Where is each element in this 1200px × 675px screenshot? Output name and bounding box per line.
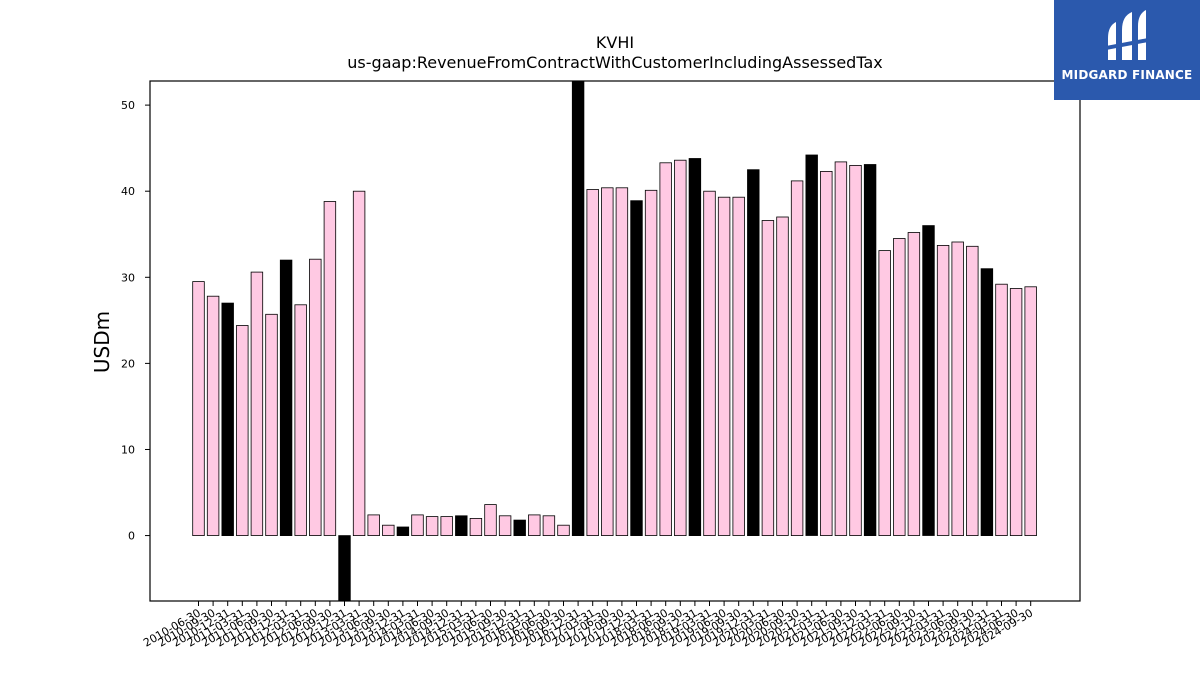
- bar-2016-12-31: [571, 80, 585, 537]
- bar-2020-09-30: [790, 180, 804, 537]
- y-tick-label: 40: [121, 185, 135, 198]
- bar-2010-06-30: [192, 281, 205, 537]
- y-tick-label: 20: [121, 357, 135, 370]
- bar-2012-03-31: [294, 304, 307, 536]
- bar-2022-12-31: [922, 225, 935, 536]
- bar-2019-09-30: [732, 196, 745, 536]
- bar-2012-09-30: [323, 201, 337, 536]
- bar-2018-03-31: [644, 189, 658, 536]
- bar-2024-03-31: [995, 283, 1008, 537]
- bar-2011-06-30: [250, 271, 264, 536]
- bar-2016-03-31: [528, 514, 541, 537]
- bar-2018-09-30: [674, 159, 687, 536]
- bar-2015-09-30: [498, 515, 512, 536]
- bar-2024-06-30: [1009, 288, 1023, 537]
- bar-2015-06-30: [484, 504, 497, 537]
- bar-2017-03-31: [586, 189, 599, 537]
- y-tick-label: 50: [121, 99, 135, 112]
- plot-frame: [149, 80, 1081, 602]
- bar-2017-09-30: [615, 187, 629, 536]
- bar-2014-03-31: [411, 514, 424, 537]
- bar-2022-06-30: [893, 238, 906, 536]
- bar-2015-12-31: [513, 519, 526, 536]
- bar-2023-03-31: [936, 244, 950, 536]
- bar-2011-03-31: [236, 325, 249, 537]
- bar-2020-06-30: [776, 216, 789, 536]
- bar-2012-12-31: [338, 535, 351, 602]
- bar-2020-12-31: [805, 154, 818, 536]
- bar-2011-12-31: [279, 259, 293, 537]
- bar-2019-03-31: [703, 190, 716, 536]
- bar-2010-12-31: [221, 302, 234, 537]
- logo-text: MIDGARD FINANCE: [1061, 68, 1193, 82]
- y-tick-label: 0: [128, 530, 135, 543]
- y-axis-ticks: 0 10 20 30 40 50: [121, 99, 150, 543]
- bar-2017-12-31: [630, 200, 643, 536]
- y-tick-label: 30: [121, 271, 135, 284]
- bar-2023-12-31: [980, 268, 994, 537]
- midgard-logo-icon: [1106, 10, 1148, 60]
- bar-2014-09-30: [440, 516, 453, 536]
- y-tick-label: 10: [121, 443, 135, 456]
- midgard-finance-logo: MIDGARD FINANCE: [1054, 0, 1200, 100]
- bar-2014-12-31: [455, 515, 468, 536]
- bar-2010-09-30: [206, 295, 220, 536]
- bar-2019-06-30: [717, 196, 731, 536]
- bar-2018-06-30: [659, 162, 672, 536]
- bar-2024-09-30: [1024, 286, 1037, 536]
- bar-2013-12-31: [396, 526, 410, 537]
- bar-2013-09-30: [382, 524, 395, 536]
- bar-2022-03-31: [878, 250, 891, 537]
- chart-title: KVHI: [596, 33, 634, 52]
- bar-2021-06-30: [834, 161, 848, 536]
- y-axis-label: USDm: [90, 311, 114, 373]
- bar-2019-12-31: [747, 169, 760, 536]
- bar-2022-09-30: [907, 232, 921, 536]
- bar-2018-12-31: [688, 158, 702, 537]
- bar-2020-03-31: [761, 220, 775, 537]
- bar-2012-06-30: [309, 258, 322, 537]
- bar-2021-09-30: [849, 164, 862, 537]
- x-axis-ticks: 2010-06-302010-09-302010-12-312011-03-31…: [141, 601, 1035, 650]
- bar-2016-09-30: [557, 524, 570, 536]
- bar-2013-06-30: [367, 514, 380, 537]
- bar-2017-06-30: [601, 187, 614, 536]
- bar-2023-09-30: [966, 245, 979, 536]
- bar-2023-06-30: [951, 241, 964, 537]
- bar-2013-03-31: [352, 190, 366, 536]
- bar-2021-12-31: [863, 164, 877, 537]
- chart-subtitle: us-gaap:RevenueFromContractWithCustomerI…: [347, 53, 882, 72]
- bar-2015-03-31: [469, 518, 483, 537]
- bar-2011-09-30: [265, 313, 278, 536]
- bar-2014-06-30: [425, 516, 439, 536]
- bar-2016-06-30: [542, 515, 556, 536]
- bars-group: [192, 80, 1037, 602]
- bar-2021-03-31: [820, 170, 833, 537]
